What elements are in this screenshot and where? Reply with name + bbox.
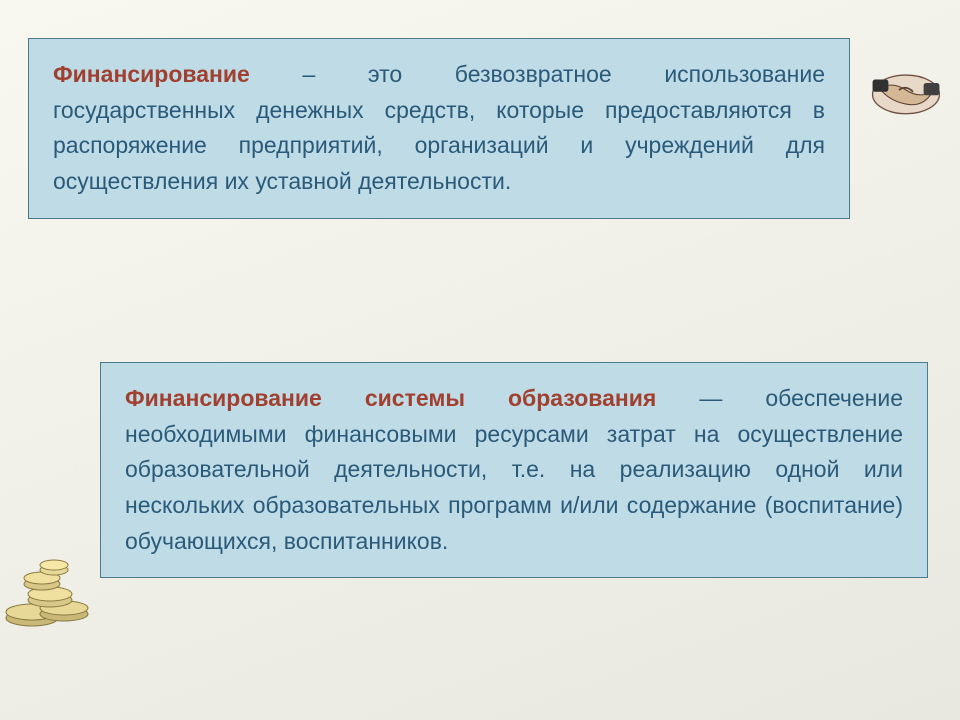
lead-term-education-financing: Финансирование системы образования [125, 385, 656, 411]
definition-text-financing: Финансирование – это безвозвратное испол… [53, 57, 825, 200]
definition-box-education-financing: Финансирование системы образования — обе… [100, 362, 928, 578]
lead-term-financing: Финансирование [53, 61, 250, 87]
definition-box-financing: Финансирование – это безвозвратное испол… [28, 38, 850, 219]
handshake-icon [862, 46, 950, 134]
coins-icon [2, 540, 102, 630]
definition-text-education-financing: Финансирование системы образования — обе… [125, 381, 903, 559]
